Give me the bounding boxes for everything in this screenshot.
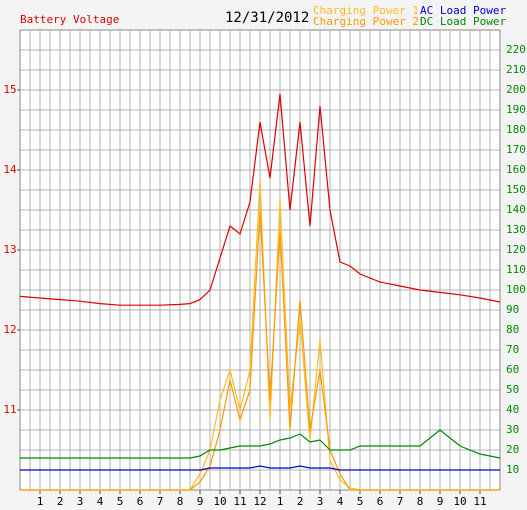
y-tick-label: 12 [3,323,16,336]
x-tick-label: 5 [117,495,124,508]
legend-entry: AC Load Power [420,4,506,17]
y2-tick-label: 220 [506,43,526,56]
x-tick-label: 9 [197,495,204,508]
y-tick-label: 15 [3,83,16,96]
y2-tick-label: 20 [506,443,519,456]
y2-tick-label: 50 [506,383,519,396]
y2-tick-label: 150 [506,183,526,196]
y-axis-label: Battery Voltage [20,13,119,26]
x-tick-label: 4 [337,495,344,508]
x-tick-label: 7 [157,495,164,508]
y2-tick-label: 160 [506,163,526,176]
y2-tick-label: 40 [506,403,519,416]
y2-tick-label: 100 [506,283,526,296]
y2-tick-label: 80 [506,323,519,336]
y2-tick-label: 60 [506,363,519,376]
x-tick-label: 5 [357,495,364,508]
y-tick-label: 11 [3,403,16,416]
y2-tick-label: 170 [506,143,526,156]
x-tick-label: 6 [377,495,384,508]
series-line [20,465,500,471]
x-tick-label: 8 [177,495,184,508]
y2-tick-label: 120 [506,243,526,256]
y2-tick-label: 140 [506,203,526,216]
y2-tick-label: 30 [506,423,519,436]
x-tick-label: 10 [453,495,466,508]
x-tick-label: 12 [253,495,266,508]
y2-tick-label: 110 [506,263,526,276]
chart-title: 12/31/2012 [225,10,309,26]
series-line [20,209,500,491]
y2-tick-label: 200 [506,83,526,96]
y2-tick-label: 130 [506,223,526,236]
x-tick-label: 2 [297,495,304,508]
y2-tick-label: 210 [506,63,526,76]
x-tick-label: 11 [233,495,246,508]
x-tick-label: 3 [317,495,324,508]
y2-tick-label: 90 [506,303,519,316]
y2-tick-label: 180 [506,123,526,136]
x-tick-label: 1 [37,495,44,508]
x-tick-label: 7 [397,495,404,508]
series-line [19,93,501,306]
legend-entry: DC Load Power [420,15,506,28]
y-tick-label: 14 [3,163,17,176]
x-tick-label: 9 [437,495,444,508]
x-tick-label: 2 [57,495,64,508]
x-tick-label: 3 [77,495,84,508]
y2-tick-label: 10 [506,463,519,476]
x-tick-label: 4 [97,495,104,508]
x-tick-label: 6 [137,495,144,508]
legend-entry: Charging Power 2 [313,15,419,28]
y2-tick-label: 190 [506,103,526,116]
x-tick-label: 8 [417,495,424,508]
y-tick-label: 13 [3,243,16,256]
legend-entry: Charging Power 1 [313,4,419,17]
x-tick-label: 10 [213,495,226,508]
y2-tick-label: 70 [506,343,519,356]
series-line [20,429,501,459]
x-tick-label: 1 [277,495,284,508]
x-tick-label: 11 [473,495,486,508]
